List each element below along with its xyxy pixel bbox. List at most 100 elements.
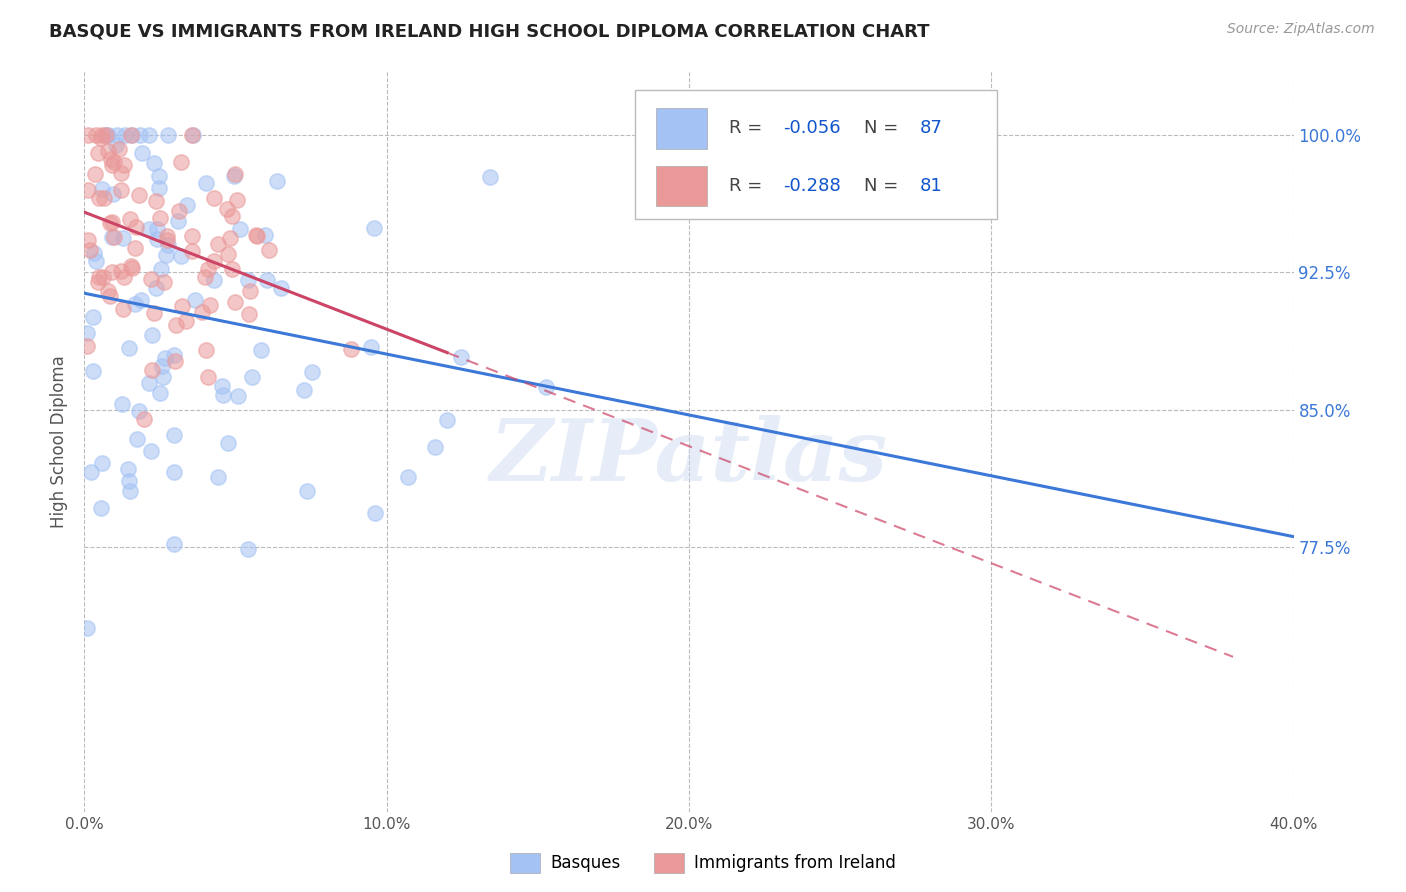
Point — [194, 343, 217, 358]
Point — [240, 370, 263, 384]
Point — [103, 186, 125, 201]
Point — [425, 440, 447, 454]
Text: Source: ZipAtlas.com: Source: ZipAtlas.com — [1227, 22, 1375, 37]
Point — [202, 254, 225, 268]
Point — [224, 167, 246, 181]
Point — [98, 289, 121, 303]
Text: 81: 81 — [920, 178, 942, 195]
Point — [101, 215, 124, 229]
Point — [84, 253, 107, 268]
Point — [222, 169, 245, 183]
Point — [121, 128, 143, 143]
Point — [153, 275, 176, 289]
Point — [103, 155, 125, 169]
Point — [176, 198, 198, 212]
Point — [142, 306, 165, 320]
Point — [146, 232, 169, 246]
Point — [97, 284, 120, 298]
Point — [253, 228, 276, 243]
Point — [184, 293, 207, 308]
Point — [145, 194, 167, 208]
Point — [138, 128, 160, 143]
Point — [110, 166, 132, 180]
Point — [141, 327, 163, 342]
Point — [129, 128, 152, 143]
Point — [217, 435, 239, 450]
Bar — [657, 166, 707, 206]
Point — [141, 363, 163, 377]
Point — [132, 411, 155, 425]
Point — [339, 342, 361, 356]
Point — [138, 376, 160, 390]
Point — [101, 229, 124, 244]
Point — [202, 191, 225, 205]
Point — [212, 388, 235, 402]
Point — [180, 128, 202, 143]
Point — [96, 128, 118, 143]
Point — [292, 383, 315, 397]
Point — [301, 365, 323, 379]
Point — [257, 243, 280, 257]
Text: N =: N = — [865, 178, 904, 195]
Point — [79, 243, 101, 257]
Point — [105, 137, 128, 152]
Point — [226, 389, 249, 403]
Point — [202, 273, 225, 287]
Point — [163, 466, 186, 480]
Point — [217, 202, 239, 216]
Point — [76, 621, 98, 635]
Point — [120, 212, 142, 227]
Point — [239, 284, 262, 298]
Point — [360, 340, 382, 354]
Point — [121, 261, 143, 276]
Point — [110, 183, 132, 197]
Point — [229, 222, 252, 236]
Point — [167, 214, 190, 228]
Point — [167, 203, 190, 218]
Bar — [657, 108, 707, 149]
Point — [91, 182, 114, 196]
Point — [163, 537, 186, 551]
Point — [82, 310, 104, 324]
Point — [152, 370, 174, 384]
Point — [197, 369, 219, 384]
Point — [100, 152, 122, 166]
Point — [534, 380, 557, 394]
Text: N =: N = — [865, 120, 904, 137]
Point — [103, 230, 125, 244]
Point — [83, 245, 105, 260]
Point — [478, 169, 501, 184]
Point — [112, 157, 135, 171]
FancyBboxPatch shape — [634, 90, 997, 219]
Point — [128, 404, 150, 418]
Point — [190, 304, 212, 318]
Point — [84, 128, 107, 143]
Point — [363, 220, 385, 235]
Point — [157, 237, 180, 252]
Point — [207, 470, 229, 484]
Point — [90, 456, 112, 470]
Point — [97, 144, 120, 158]
Point — [129, 293, 152, 307]
Point — [97, 128, 120, 143]
Point — [165, 318, 187, 332]
Point — [120, 259, 142, 273]
Point — [112, 230, 135, 244]
Point — [224, 295, 246, 310]
Point — [114, 128, 136, 143]
Point — [77, 233, 100, 247]
Point — [89, 270, 111, 285]
Text: BASQUE VS IMMIGRANTS FROM IRELAND HIGH SCHOOL DIPLOMA CORRELATION CHART: BASQUE VS IMMIGRANTS FROM IRELAND HIGH S… — [49, 22, 929, 40]
Point — [101, 265, 124, 279]
Point — [145, 280, 167, 294]
Point — [156, 234, 179, 248]
Point — [107, 142, 129, 156]
Point — [165, 354, 187, 368]
Point — [181, 229, 204, 244]
Point — [131, 145, 153, 160]
Point — [125, 432, 148, 446]
Point — [90, 501, 112, 516]
Text: 87: 87 — [920, 120, 943, 137]
Point — [450, 350, 472, 364]
Point — [76, 326, 98, 340]
